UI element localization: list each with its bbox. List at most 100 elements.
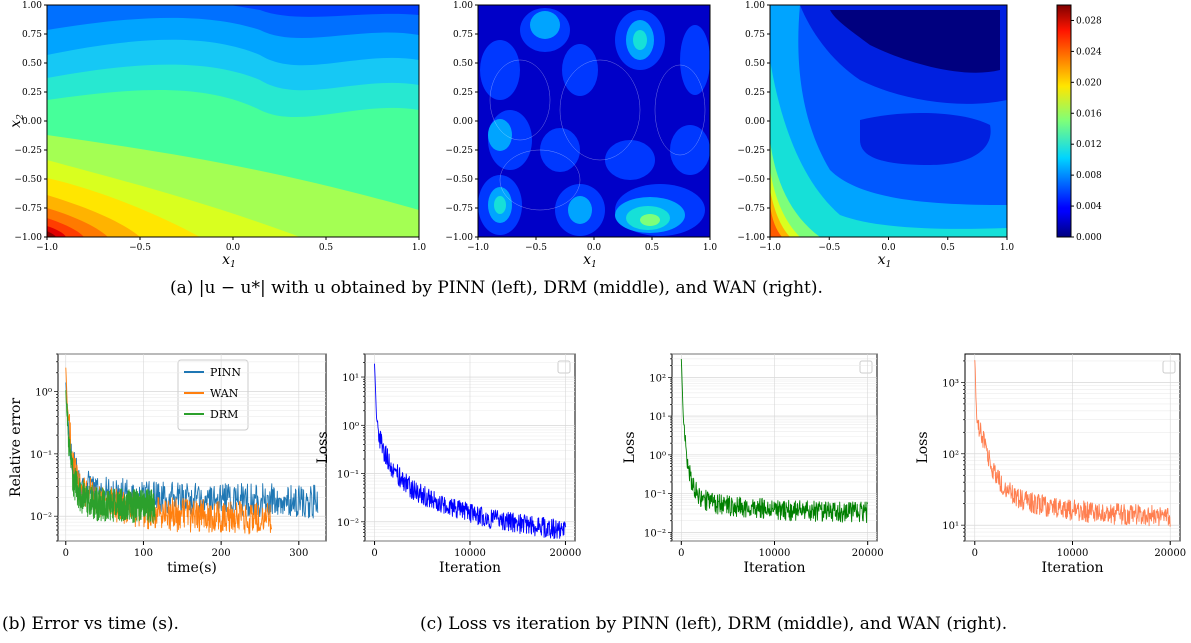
x-tick-label: 0.5 [645, 243, 660, 253]
y-tick-label: −0.50 [14, 175, 42, 185]
y-tick-label: 1.00 [453, 1, 473, 11]
y-tick-label: 10³ [942, 378, 959, 389]
y-tick-label: −0.25 [737, 146, 765, 156]
x-tick-label: 0.5 [319, 243, 334, 253]
y-axis-label: Loss [315, 431, 331, 463]
y-axis-label: x2 [8, 114, 26, 128]
x-tick-label: −1.0 [467, 243, 489, 253]
y-tick-label: −1.00 [14, 233, 42, 243]
y-tick-label: 0.00 [745, 117, 765, 127]
y-tick-label: 0.50 [22, 59, 42, 69]
x-axis-label: x1 [583, 252, 597, 270]
y-axis-label: Loss [622, 431, 638, 463]
y-tick-label: −0.50 [737, 175, 765, 185]
series-line-loss [374, 363, 566, 540]
y-tick-label: 10⁰ [342, 421, 359, 432]
x-tick-label: 100 [134, 548, 153, 559]
y-tick-label: −0.25 [14, 146, 42, 156]
empty-legend-pinn [557, 360, 571, 374]
x-tick-label: −0.5 [129, 243, 151, 253]
caption-c: (c) Loss vs iteration by PINN (left), DR… [420, 614, 1008, 634]
colorbar-tick-label: 0.016 [1076, 109, 1102, 119]
x-tick-label: 10000 [759, 548, 791, 559]
y-tick-label: 10¹ [942, 521, 959, 532]
x-tick-label: 300 [289, 548, 308, 559]
legend-label: WAN [210, 387, 239, 400]
heatmap-drm [478, 5, 710, 237]
y-tick-label: 0.75 [22, 30, 42, 40]
x-axis-label: x1 [878, 252, 892, 270]
y-tick-label: 10² [942, 450, 959, 461]
y-tick-label: 0.50 [745, 59, 765, 69]
y-tick-label: 1.00 [745, 1, 765, 11]
legend-label: DRM [210, 408, 238, 421]
y-tick-label: −0.25 [445, 146, 473, 156]
y-tick-label: 0.25 [453, 88, 473, 98]
x-tick-label: 0.5 [941, 243, 956, 253]
y-tick-label: 0.50 [453, 59, 473, 69]
x-tick-label: −1.0 [36, 243, 58, 253]
y-tick-label: 0.75 [745, 30, 765, 40]
y-tick-label: 10¹ [649, 412, 666, 423]
x-tick-label: 0.0 [881, 243, 896, 253]
colorbar-tick-label: 0.004 [1076, 202, 1102, 212]
y-tick-label: 0.25 [745, 88, 765, 98]
caption-a: (a) |u − u*| with u obtained by PINN (le… [170, 278, 823, 298]
legend-label: PINN [210, 366, 241, 379]
series-line-drm [65, 390, 156, 524]
colorbar [1056, 4, 1072, 238]
y-tick-label: 0.25 [22, 88, 42, 98]
y-tick-label: 10⁻² [644, 528, 666, 539]
x-tick-label: 0 [371, 548, 377, 559]
colorbar-tick-label: 0.020 [1076, 78, 1102, 88]
x-tick-label: 0.0 [226, 243, 241, 253]
y-tick-label: 0.00 [453, 117, 473, 127]
x-axis-label: Iteration [439, 560, 501, 576]
x-tick-label: 20000 [550, 548, 582, 559]
y-axis-label: Loss [915, 431, 931, 463]
y-tick-label: 10⁰ [35, 388, 52, 399]
y-tick-label: −1.00 [445, 233, 473, 243]
y-tick-label: 10⁻¹ [644, 490, 666, 501]
empty-legend-wan [1162, 360, 1176, 374]
x-tick-label: 20000 [852, 548, 884, 559]
x-tick-label: 0 [678, 548, 684, 559]
x-tick-label: 0 [63, 548, 69, 559]
y-tick-label: 10⁻² [337, 518, 359, 529]
x-axis-label: x1 [222, 252, 236, 270]
y-tick-label: −0.75 [737, 204, 765, 214]
y-tick-label: −0.50 [445, 175, 473, 185]
x-tick-label: 1.0 [412, 243, 427, 253]
colorbar-tick-label: 0.028 [1076, 16, 1102, 26]
legend [177, 359, 249, 431]
colorbar-tick-label: 0.000 [1076, 233, 1102, 243]
colorbar-tick-label: 0.024 [1076, 47, 1102, 57]
y-tick-label: 10¹ [342, 373, 359, 384]
x-tick-label: 10000 [454, 548, 486, 559]
empty-legend-drm [859, 360, 873, 374]
x-tick-label: −0.5 [818, 243, 840, 253]
x-axis-label: Iteration [743, 560, 805, 576]
y-tick-label: −0.75 [14, 204, 42, 214]
x-tick-label: −0.5 [525, 243, 547, 253]
y-tick-label: 10⁻² [30, 512, 52, 523]
heatmap-wan [770, 5, 1007, 237]
x-tick-label: 0 [972, 548, 978, 559]
y-tick-label: −0.75 [445, 204, 473, 214]
colorbar-tick-label: 0.012 [1076, 140, 1102, 150]
series-line-loss [974, 360, 1171, 527]
x-tick-label: 10000 [1057, 548, 1089, 559]
x-axis-label: time(s) [167, 560, 217, 576]
y-tick-label: 10⁻¹ [30, 450, 52, 461]
x-tick-label: 200 [212, 548, 231, 559]
y-tick-label: 10⁰ [649, 451, 666, 462]
x-tick-label: 20000 [1154, 548, 1186, 559]
y-tick-label: 10² [649, 373, 666, 384]
y-tick-label: 1.00 [22, 1, 42, 11]
y-axis-label: Relative error [8, 398, 24, 497]
y-tick-label: 0.00 [22, 117, 42, 127]
x-tick-label: 1.0 [703, 243, 718, 253]
colorbar-tick-label: 0.008 [1076, 171, 1102, 181]
x-tick-label: −1.0 [759, 243, 781, 253]
